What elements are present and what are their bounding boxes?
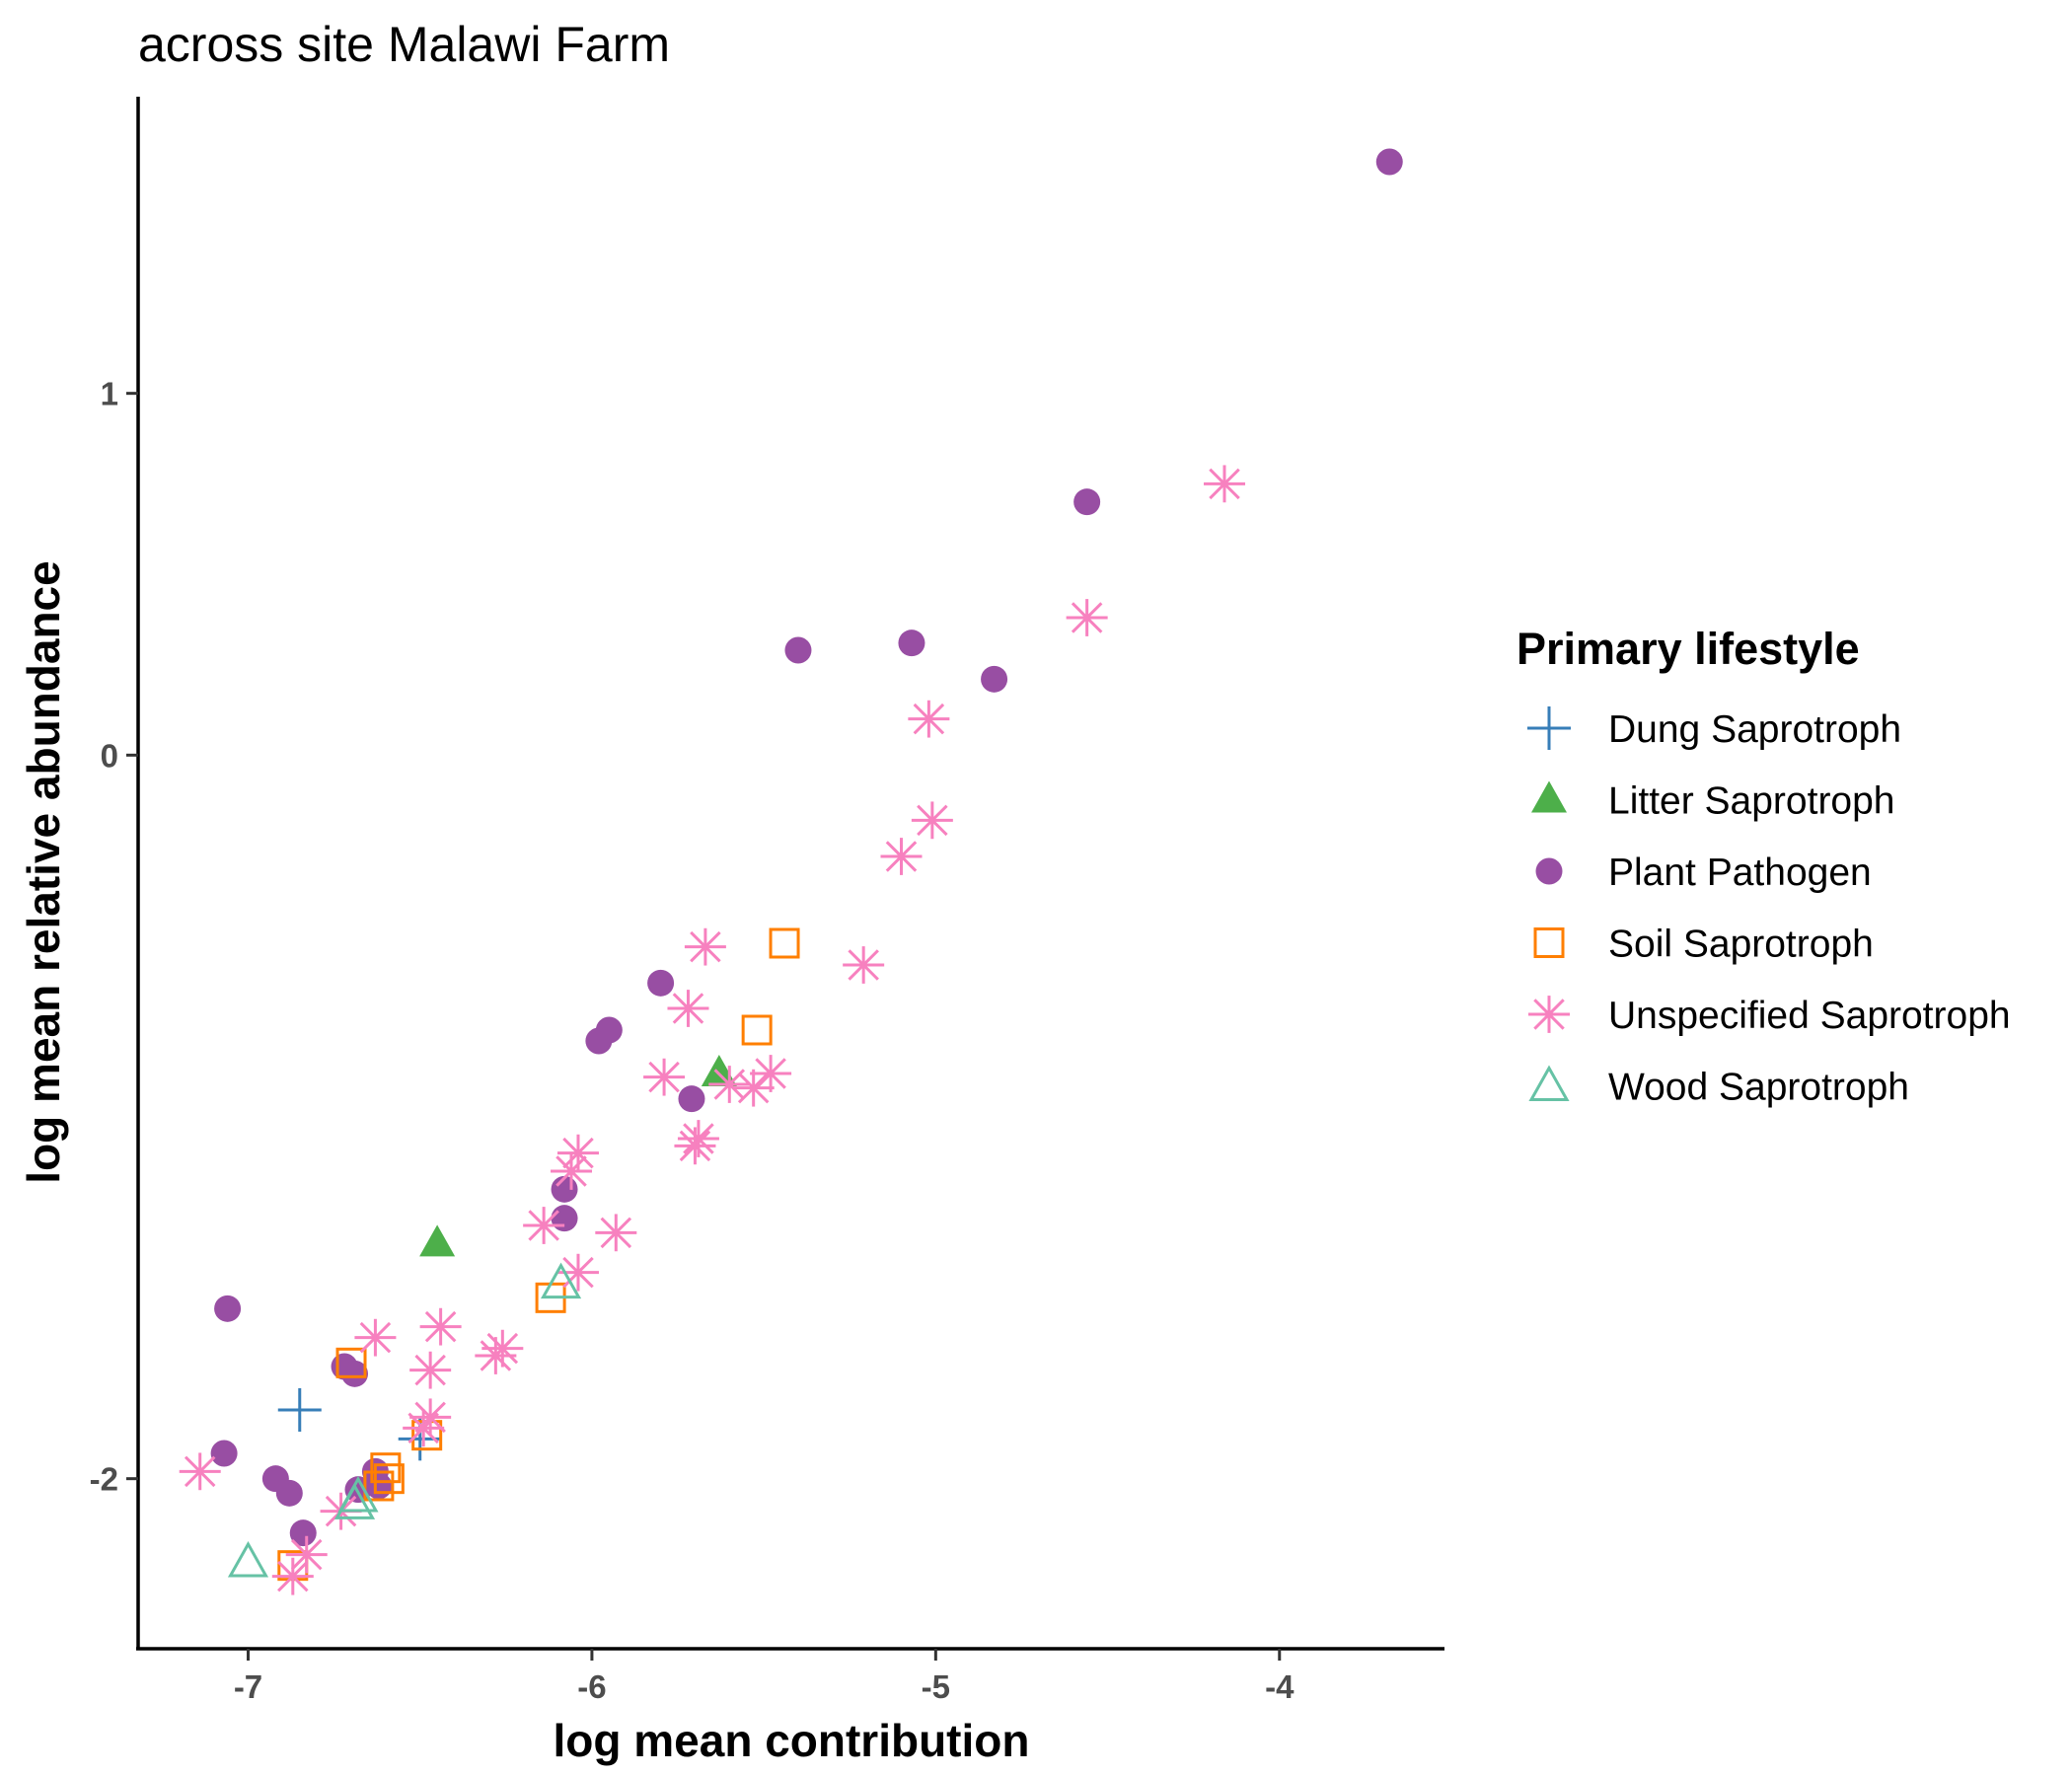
point-unspecified-saprotroph <box>419 1307 462 1346</box>
point-unspecified-saprotroph <box>409 1398 452 1437</box>
legend-key-unspecified-saprotroph <box>1528 996 1570 1033</box>
point-litter-saprotroph <box>419 1224 456 1257</box>
legend-label-wood-saprotroph: Wood Saprotroph <box>1608 1067 1909 1109</box>
point-unspecified-saprotroph <box>354 1318 397 1357</box>
point-unspecified-saprotroph <box>908 700 950 738</box>
point-plant-pathogen <box>647 969 675 997</box>
x-tick-label: -4 <box>1265 1668 1295 1705</box>
point-plant-pathogen <box>341 1360 369 1387</box>
point-plant-pathogen <box>784 636 812 664</box>
point-wood-saprotroph <box>227 1540 269 1578</box>
point-unspecified-saprotroph <box>551 1152 593 1190</box>
point-dung-saprotroph <box>277 1388 322 1432</box>
point-soil-saprotroph <box>741 1014 773 1046</box>
point-unspecified-saprotroph <box>911 801 953 840</box>
legend-label-dung-saprotroph: Dung Saprotroph <box>1608 708 1901 751</box>
legend-item-soil-saprotroph: Soil Saprotroph <box>1533 924 1874 966</box>
point-plant-pathogen <box>275 1479 303 1507</box>
point-unspecified-saprotroph <box>475 1337 517 1374</box>
point-unspecified-saprotroph <box>684 927 726 966</box>
legend-key-soil-saprotroph <box>1533 927 1565 958</box>
point-plant-pathogen <box>365 1472 393 1500</box>
legend-item-plant-pathogen: Plant Pathogen <box>1535 851 1872 894</box>
point-wood-saprotroph <box>540 1262 582 1299</box>
point-plant-pathogen <box>981 665 1008 693</box>
point-unspecified-saprotroph <box>271 1557 314 1595</box>
point-unspecified-saprotroph <box>179 1452 221 1491</box>
legend-title: Primary lifestyle <box>1517 624 1860 674</box>
point-plant-pathogen <box>551 1205 578 1232</box>
point-plant-pathogen <box>1375 148 1403 176</box>
point-unspecified-saprotroph <box>880 838 923 875</box>
plot-area: -7 -6 -5 -4 -2 0 1 <box>90 97 1444 1705</box>
point-plant-pathogen <box>214 1295 242 1322</box>
legend-label-soil-saprotroph: Soil Saprotroph <box>1608 924 1874 966</box>
point-soil-saprotroph <box>370 1452 402 1484</box>
x-tick-label: -7 <box>234 1668 262 1705</box>
point-unspecified-saprotroph <box>556 1134 599 1172</box>
legend-item-unspecified-saprotroph: Unspecified Saprotroph <box>1528 995 2011 1037</box>
legend-item-wood-saprotroph: Wood Saprotroph <box>1528 1065 1909 1109</box>
point-unspecified-saprotroph <box>750 1055 792 1092</box>
legend-label-litter-saprotroph: Litter Saprotroph <box>1608 780 1895 823</box>
point-plant-pathogen <box>289 1519 317 1547</box>
point-unspecified-saprotroph <box>595 1214 637 1252</box>
point-soil-saprotroph <box>373 1463 405 1495</box>
point-plant-pathogen <box>898 629 925 657</box>
data-points <box>179 148 1403 1595</box>
point-unspecified-saprotroph <box>643 1058 686 1096</box>
point-soil-saprotroph <box>335 1347 367 1378</box>
legend-items: Dung Saprotroph Litter Saprotroph Plant Pa… <box>1527 706 2011 1109</box>
point-unspecified-saprotroph <box>1204 465 1246 503</box>
legend-label-unspecified-saprotroph: Unspecified Saprotroph <box>1608 995 2011 1037</box>
point-soil-saprotroph <box>769 927 800 959</box>
legend-item-litter-saprotroph: Litter Saprotroph <box>1531 780 1895 823</box>
point-plant-pathogen <box>210 1440 238 1467</box>
legend-key-dung-saprotroph <box>1527 706 1571 750</box>
legend-item-dung-saprotroph: Dung Saprotroph <box>1527 706 1901 751</box>
legend-label-plant-pathogen: Plant Pathogen <box>1608 851 1872 894</box>
point-plant-pathogen <box>1073 488 1101 516</box>
x-tick-label: -5 <box>922 1668 950 1705</box>
y-tick-label: 0 <box>101 737 118 774</box>
y-tick-label: -2 <box>90 1461 118 1498</box>
y-tick-label: 1 <box>101 376 118 412</box>
chart-title: across site Malawi Farm <box>138 17 670 72</box>
x-axis-title: log mean contribution <box>554 1715 1030 1766</box>
point-unspecified-saprotroph <box>1066 599 1108 636</box>
point-wood-saprotroph <box>337 1475 379 1513</box>
legend: Primary lifestyle Dung Saprotroph Litter … <box>1517 624 2011 1109</box>
point-unspecified-saprotroph <box>409 1351 452 1389</box>
point-unspecified-saprotroph <box>677 1120 719 1157</box>
y-axis-ticks: -2 0 1 <box>90 376 138 1498</box>
point-unspecified-saprotroph <box>285 1535 328 1574</box>
x-axis-ticks: -7 -6 -5 -4 <box>234 1649 1295 1705</box>
legend-key-plant-pathogen <box>1535 857 1563 885</box>
point-unspecified-saprotroph <box>732 1069 775 1107</box>
point-plant-pathogen <box>585 1027 613 1055</box>
legend-key-wood-saprotroph <box>1528 1065 1570 1101</box>
point-unspecified-saprotroph <box>523 1207 565 1244</box>
point-unspecified-saprotroph <box>843 946 885 984</box>
point-soil-saprotroph <box>363 1470 395 1502</box>
point-unspecified-saprotroph <box>674 1127 716 1165</box>
y-axis-title: log mean relative abundance <box>18 560 69 1183</box>
x-tick-label: -6 <box>577 1668 606 1705</box>
point-unspecified-saprotroph <box>667 990 709 1027</box>
legend-key-litter-saprotroph <box>1531 780 1567 813</box>
point-unspecified-saprotroph <box>403 1409 445 1447</box>
point-plant-pathogen <box>678 1085 705 1113</box>
